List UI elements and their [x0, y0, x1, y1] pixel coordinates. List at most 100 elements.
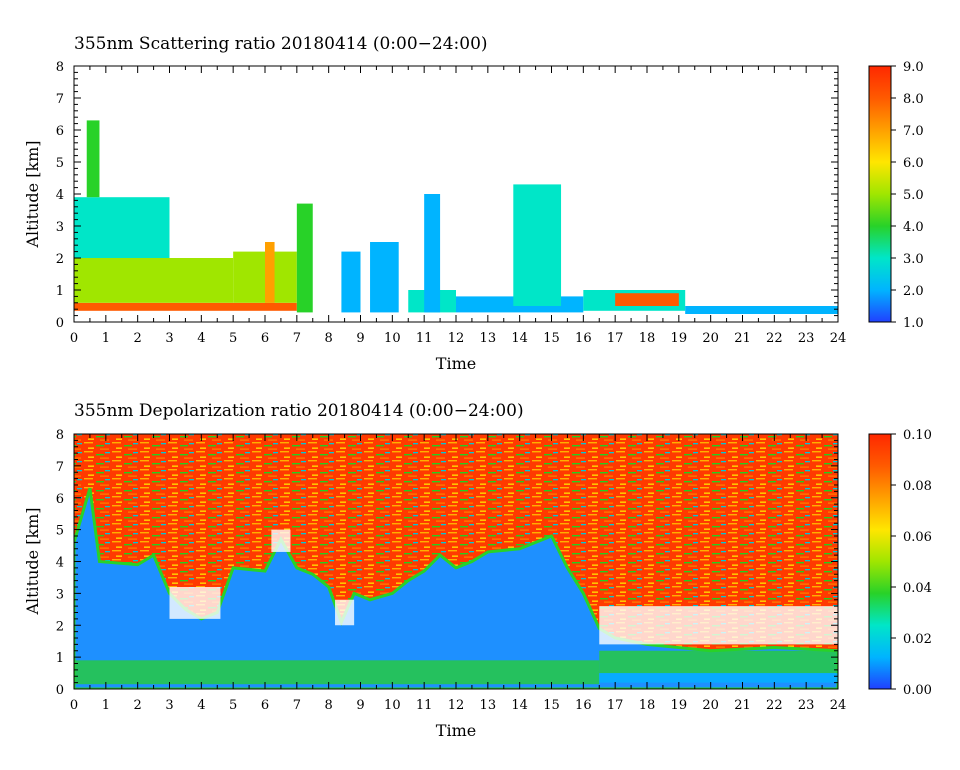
x-tick-label: 11	[416, 331, 433, 346]
x-tick-label: 24	[830, 331, 847, 346]
x-tick-label: 20	[702, 698, 719, 713]
x-tick-label: 3	[165, 331, 173, 346]
x-tick-label: 9	[356, 698, 364, 713]
x-tick-label: 9	[356, 331, 364, 346]
x-tick-label: 15	[543, 331, 560, 346]
x-tick-label: 18	[639, 331, 656, 346]
data-cell	[74, 302, 297, 311]
x-tick-label: 14	[511, 698, 528, 713]
data-cell	[74, 197, 170, 258]
y-tick-label: 1	[56, 284, 64, 299]
chart-title: 355nm Scattering ratio 20180414 (0:00−24…	[74, 34, 488, 54]
y-tick-label: 4	[56, 188, 64, 203]
colorbar-label: 0.04	[903, 581, 932, 596]
colorbar-label: 2.0	[903, 284, 924, 299]
no-data-patch	[169, 587, 221, 619]
x-tick-label: 23	[798, 331, 815, 346]
x-tick-label: 3	[165, 698, 173, 713]
x-axis-label: Time	[436, 354, 476, 373]
no-data-patch	[335, 599, 355, 626]
data-cell	[599, 650, 838, 674]
colorbar-label: 7.0	[903, 124, 924, 139]
y-tick-label: 7	[56, 92, 64, 107]
y-axis-label: Altitude [km]	[23, 140, 42, 248]
x-tick-label: 5	[229, 331, 237, 346]
y-tick-label: 0	[56, 683, 64, 698]
colorbar-label: 1.0	[903, 316, 924, 331]
colorbar-label: 6.0	[903, 156, 924, 171]
y-tick-label: 6	[56, 124, 64, 139]
y-tick-label: 4	[56, 556, 64, 571]
heatmap-layers	[74, 434, 838, 689]
colorbar-label: 0.08	[903, 479, 932, 494]
data-cell	[513, 184, 562, 306]
x-tick-label: 7	[293, 698, 301, 713]
data-cell	[370, 242, 399, 313]
x-tick-label: 18	[639, 698, 656, 713]
x-tick-label: 10	[384, 698, 401, 713]
x-tick-label: 12	[448, 698, 465, 713]
colorbar-label: 0.02	[903, 632, 932, 647]
x-tick-label: 11	[416, 698, 433, 713]
y-tick-label: 8	[56, 60, 64, 75]
x-tick-label: 16	[575, 698, 592, 713]
x-tick-label: 5	[229, 698, 237, 713]
colorbar-label: 5.0	[903, 188, 924, 203]
x-tick-label: 13	[480, 698, 497, 713]
y-tick-label: 1	[56, 651, 64, 666]
x-tick-label: 14	[511, 331, 528, 346]
colorbar	[868, 65, 892, 323]
colorbar-label: 0.06	[903, 530, 932, 545]
x-tick-label: 6	[261, 331, 269, 346]
data-cell	[265, 242, 275, 303]
y-tick-label: 6	[56, 492, 64, 507]
x-tick-label: 2	[134, 331, 142, 346]
x-tick-label: 2	[134, 698, 142, 713]
x-tick-label: 13	[480, 331, 497, 346]
x-tick-label: 17	[607, 698, 624, 713]
x-tick-label: 0	[70, 331, 78, 346]
axes: 0 1 2 3 4 5 6 7 8 9 10 11 12 13 14 15 16 17 18 19 20 21 22 23 24…	[56, 60, 847, 346]
x-tick-label: 6	[261, 698, 269, 713]
x-tick-label: 8	[325, 331, 333, 346]
x-tick-label: 17	[607, 331, 624, 346]
x-tick-label: 16	[575, 331, 592, 346]
x-tick-label: 0	[70, 698, 78, 713]
x-tick-label: 22	[766, 331, 783, 346]
y-tick-label: 0	[56, 316, 64, 331]
x-tick-label: 21	[734, 698, 751, 713]
x-tick-label: 21	[734, 331, 751, 346]
x-tick-label: 19	[671, 331, 688, 346]
x-tick-label: 4	[197, 331, 205, 346]
y-tick-label: 5	[56, 524, 64, 539]
data-cell	[424, 194, 441, 313]
y-axis-label: Altitude [km]	[23, 507, 42, 615]
colorbar-label: 0.10	[903, 428, 932, 443]
y-tick-label: 5	[56, 156, 64, 171]
axes: 0 1 2 3 4 5 6 7 8 9 10 11 12 13 14 15 16 17 18 19 20 21 22 23 24…	[56, 428, 847, 713]
x-tick-label: 12	[448, 331, 465, 346]
colorbar-label: 4.0	[903, 220, 924, 235]
colorbar-label: 0.00	[903, 683, 932, 698]
y-tick-label: 8	[56, 428, 64, 443]
colorbar-label: 8.0	[903, 92, 924, 107]
y-tick-label: 2	[56, 619, 64, 634]
colorbar	[868, 433, 892, 690]
data-cell	[615, 293, 679, 306]
colorbar-ticks: 0.00 0.02 0.04 0.06 0.08 0.10	[891, 428, 932, 698]
colorbar-label: 3.0	[903, 252, 924, 267]
data-cell	[296, 203, 313, 313]
colorbar-label: 9.0	[903, 60, 924, 75]
no-data-patch	[271, 529, 291, 552]
y-tick-label: 3	[56, 220, 64, 235]
data-cell	[74, 660, 600, 685]
data-cell	[74, 258, 234, 303]
x-tick-label: 7	[293, 331, 301, 346]
data-cell	[341, 251, 361, 313]
colorbar-ticks: 1.0 2.0 3.0 4.0 5.0 6.0 7.0 8.0 9.0	[891, 60, 924, 331]
x-tick-label: 10	[384, 331, 401, 346]
x-tick-label: 8	[325, 698, 333, 713]
x-tick-label: 23	[798, 698, 815, 713]
x-tick-label: 22	[766, 698, 783, 713]
x-tick-label: 20	[702, 331, 719, 346]
